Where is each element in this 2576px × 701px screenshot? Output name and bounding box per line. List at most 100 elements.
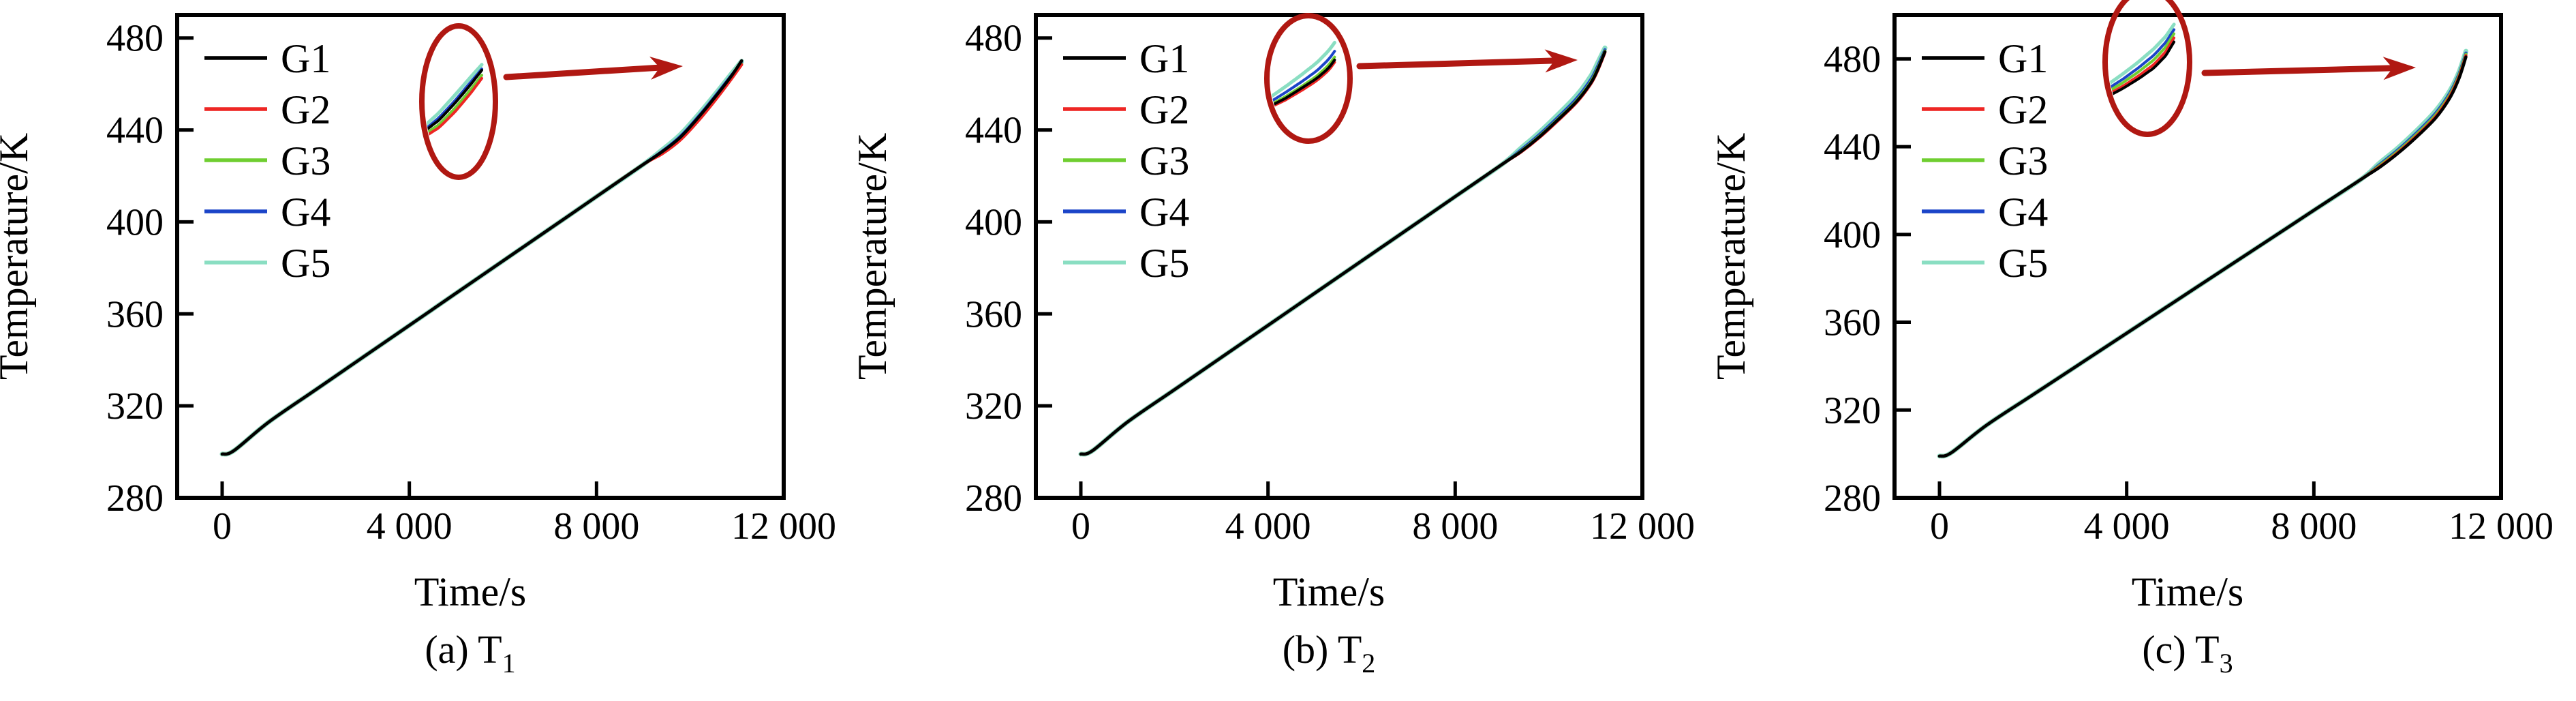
x-tick-label: 8 000 [1412, 505, 1498, 548]
annotation-arrow-head [649, 56, 683, 80]
plot-frame [1892, 13, 2503, 500]
legend-label-g1: G1 [1139, 36, 1189, 81]
y-tick-label: 280 [106, 477, 164, 520]
curve-g1 [1079, 50, 1607, 456]
x-axis-title: Time/s [2132, 569, 2244, 614]
annotation-arrow-shaft [503, 64, 669, 80]
annotation-arrow-head [1544, 49, 1578, 73]
y-tick-label: 320 [965, 385, 1022, 428]
legend-item: G4 [1922, 190, 2048, 235]
x-tick-label: 0 [213, 505, 232, 548]
y-tick-label: 320 [106, 385, 164, 428]
x-tick-label: 4 000 [367, 505, 453, 548]
legend-label-g3: G3 [1139, 138, 1189, 183]
legend-label-g2: G2 [1139, 87, 1189, 132]
panel-caption-subscript: 3 [2220, 648, 2233, 678]
x-tick-label: 12 000 [2449, 505, 2554, 548]
inset-curve-g2 [1270, 61, 1336, 110]
plot-frame [1034, 13, 1644, 500]
inset-curve-g3 [2109, 32, 2176, 93]
inset-group [2109, 23, 2176, 98]
inset-curve-g1 [2109, 40, 2176, 98]
chart-panel-c: 280 320 360 400 440 480 0 4 000 8 000 12 000 Tempe… [1717, 0, 2576, 701]
y-tick-label: 480 [106, 18, 164, 60]
curve-g1 [220, 59, 743, 456]
legend-label-g5: G5 [1139, 241, 1189, 286]
x-axis-title: Time/s [414, 569, 527, 614]
legend-item: G3 [204, 138, 331, 183]
legend-label-g1: G1 [281, 36, 331, 81]
x-tick-label: 12 000 [1590, 505, 1695, 548]
legend-label-g4: G4 [1139, 190, 1189, 235]
annotation-arrow-shaft [1356, 57, 1563, 70]
legend-item: G2 [1063, 87, 1189, 132]
chart-c-svg: 280 320 360 400 440 480 0 4 000 8 000 12 000 Tempe… [1717, 0, 2554, 678]
x-tick-label: 8 000 [553, 505, 639, 548]
legend-label-g2: G2 [1998, 87, 2048, 132]
annotation-arrow-head [2382, 57, 2416, 80]
x-tick-label: 8 000 [2271, 505, 2357, 548]
inset-curve-g4 [1270, 50, 1336, 104]
y-tick-label: 280 [965, 477, 1022, 520]
inset-group [1270, 40, 1336, 110]
y-tick-label: 360 [1824, 302, 1881, 344]
inset-curve-g4 [425, 68, 483, 132]
panel-caption-subscript: 1 [502, 648, 516, 678]
chart-b-svg: 280 320 360 400 440 480 0 4 000 8 000 12 000 Tempe… [859, 13, 1695, 678]
magnifier-ellipse [419, 23, 498, 180]
legend-label-g3: G3 [281, 138, 331, 183]
legend-item: G4 [1063, 190, 1189, 235]
x-tick-label: 4 000 [2084, 505, 2170, 548]
y-tick-label: 480 [1824, 38, 1881, 80]
legend-label-g4: G4 [281, 190, 331, 235]
inset-group [425, 63, 484, 139]
y-tick-label: 360 [106, 293, 164, 335]
y-tick-label: 400 [106, 201, 164, 243]
legend-label-g4: G4 [1998, 190, 2048, 235]
legend-label-g1: G1 [1998, 36, 2048, 81]
x-axis-title: Time/s [1273, 569, 1385, 614]
inset-curve-g2 [2109, 36, 2176, 97]
y-tick-label: 360 [965, 293, 1022, 335]
panel-caption-main: (c) T [2142, 627, 2219, 672]
legend-item: G1 [1922, 36, 2048, 81]
legend-label-g2: G2 [281, 87, 331, 132]
panel-caption-main: (b) T [1283, 627, 1362, 672]
inset-curve-g2 [425, 76, 483, 139]
plot-frame [175, 13, 786, 500]
panel-caption-main: (a) T [425, 627, 502, 672]
legend-item: G3 [1922, 138, 2048, 183]
legend-item: G5 [204, 241, 331, 286]
inset-curve-g4 [2109, 28, 2176, 91]
x-tick-label: 4 000 [1225, 505, 1311, 548]
y-tick-label: 440 [1824, 126, 1881, 168]
curve-g1 [1937, 55, 2468, 458]
chart-a-svg: 280 320 360 400 440 480 0 4 000 8 000 12 000 Tempe… [0, 13, 836, 678]
legend-label-g5: G5 [1998, 241, 2048, 286]
chart-panel-b: 280 320 360 400 440 480 0 4 000 8 000 12 000 Tempe… [859, 0, 1717, 701]
y-tick-label: 440 [106, 110, 164, 152]
legend-item: G1 [204, 36, 331, 81]
inset-curve-g5 [425, 63, 484, 129]
legend-item: G5 [1063, 241, 1189, 286]
legend-item: G2 [1922, 87, 2048, 132]
y-tick-label: 400 [1824, 214, 1881, 256]
magnifier-ellipse [1264, 13, 1353, 144]
y-axis-title: Temperature/K [859, 133, 895, 380]
x-tick-label: 0 [1930, 505, 1949, 548]
panel-caption-subscript: 2 [1362, 648, 1375, 678]
y-tick-label: 480 [965, 18, 1022, 60]
legend-item: G3 [1063, 138, 1189, 183]
y-axis-title: Temperature/K [1717, 133, 1753, 380]
legend-item: G4 [204, 190, 331, 235]
inset-curve-g3 [1270, 55, 1336, 107]
x-tick-label: 12 000 [731, 505, 836, 548]
x-tick-label: 0 [1071, 505, 1090, 548]
panel-caption: (b) T2 [1283, 627, 1376, 678]
y-tick-label: 440 [965, 110, 1022, 152]
panel-caption: (c) T3 [2142, 627, 2233, 678]
y-tick-label: 320 [1824, 389, 1881, 432]
y-tick-label: 280 [1824, 477, 1881, 520]
legend-item: G1 [1063, 36, 1189, 81]
